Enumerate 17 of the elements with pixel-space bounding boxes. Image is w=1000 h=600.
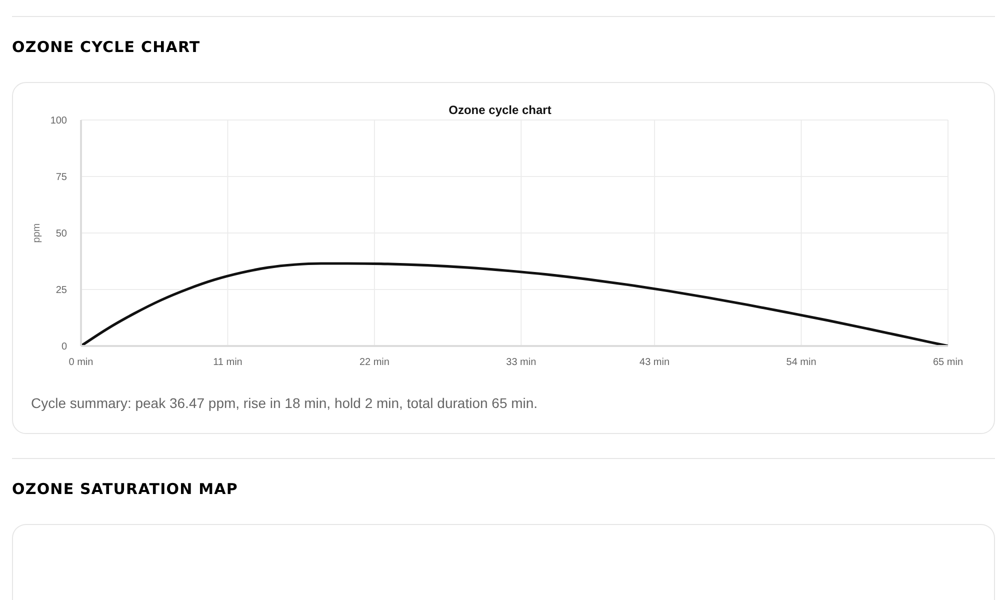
text: Cycle summary: peak 36.47 ppm, rise in 18 min, hold 2 min, total duration 65 min. — [31, 395, 538, 411]
x-tick-label: 33 min — [506, 357, 536, 368]
y-axis-title: ppm — [32, 223, 43, 243]
x-tick-label: 43 min — [640, 357, 670, 368]
x-tick-label: 0 min — [68, 357, 94, 368]
y-tick-label: 100 — [50, 116, 68, 127]
x-tick-label: 54 min — [786, 357, 816, 368]
x-tick-label: 65 min — [932, 357, 964, 368]
y-tick-label: 0 — [61, 342, 68, 353]
x-tick-label: 22 min — [359, 357, 390, 368]
text: OZONE SATURATION MAP — [12, 480, 238, 498]
y-tick-label: 75 — [56, 172, 68, 184]
chart-subtitle: Ozone cycle chart — [448, 103, 552, 117]
chart-title: OZONE CYCLE CHART — [12, 38, 200, 56]
y-tick-label: 25 — [56, 285, 68, 296]
y-tick-label: 50 — [56, 228, 68, 240]
x-tick-label: 11 min — [213, 357, 242, 368]
